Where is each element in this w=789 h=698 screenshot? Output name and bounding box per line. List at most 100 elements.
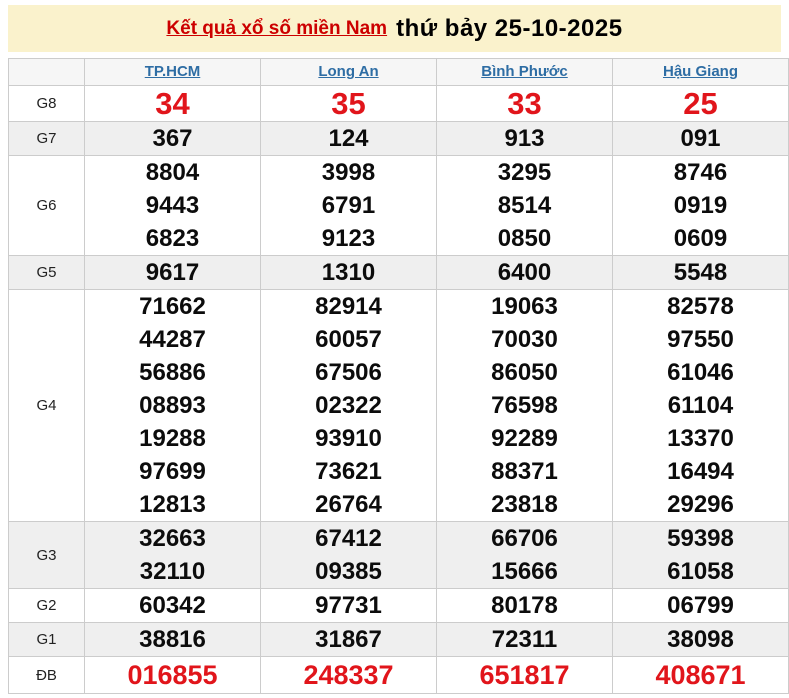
prize-number: 38098: [667, 626, 734, 653]
prize-cell: 06799: [612, 588, 789, 623]
prize-cell: 8804 9443 6823: [84, 155, 261, 256]
prize-row-G6: G6 8804 9443 6823 3998 6791 9123 3295 8514 0850 87…: [8, 155, 789, 256]
prize-number: 34: [155, 86, 190, 121]
prize-cell: 651817: [436, 656, 613, 694]
prize-number: 09385: [315, 558, 382, 585]
prize-cell: 19063 70030 86050 76598 92289 88371 23818: [436, 289, 613, 522]
prize-cell: 408671: [612, 656, 789, 694]
prize-cell: 60342: [84, 588, 261, 623]
prize-number: 60342: [139, 592, 206, 619]
prize-number: 15666: [491, 558, 558, 585]
prize-number: 0919: [673, 192, 728, 219]
prize-cell: 913: [436, 121, 613, 156]
prize-number: 60057: [315, 326, 382, 353]
prize-row-G7: G7 367 124 913 091: [8, 121, 789, 156]
prize-row-G2: G2 60342 97731 80178 06799: [8, 588, 789, 623]
prize-number: 0850: [497, 225, 552, 252]
prize-number: 88371: [491, 458, 558, 485]
prize-number: 61046: [667, 359, 734, 386]
prize-number: 29296: [667, 491, 734, 518]
prize-cell: 3998 6791 9123: [260, 155, 437, 256]
prize-number: 19063: [491, 293, 558, 320]
prize-cell: 33: [436, 85, 613, 122]
prize-number: 9123: [321, 225, 376, 252]
prize-cell: 9617: [84, 255, 261, 290]
prize-number: 02322: [315, 392, 382, 419]
prize-number: 23818: [491, 491, 558, 518]
prize-number: 1310: [321, 259, 376, 286]
prize-number: 9617: [145, 259, 200, 286]
prize-cell: 80178: [436, 588, 613, 623]
prize-number: 8746: [673, 159, 728, 186]
prize-cell: 34: [84, 85, 261, 122]
prize-row-G5: G5 9617 1310 6400 5548: [8, 255, 789, 290]
prize-cell: 71662 44287 56886 08893 19288 97699 12813: [84, 289, 261, 522]
prize-number: 5548: [673, 259, 728, 286]
prize-number: 67412: [315, 525, 382, 552]
prize-number: 9443: [145, 192, 200, 219]
prize-number: 59398: [667, 525, 734, 552]
prize-number: 71662: [139, 293, 206, 320]
prize-cell: 67412 09385: [260, 521, 437, 589]
prize-number: 61104: [667, 392, 734, 419]
prize-label: G5: [8, 255, 85, 290]
prize-number: 26764: [315, 491, 382, 518]
prize-cell: 8746 0919 0609: [612, 155, 789, 256]
prize-row-G1: G1 38816 31867 72311 38098: [8, 622, 789, 657]
prize-label: G4: [8, 289, 85, 522]
province-link[interactable]: Long An: [318, 63, 379, 80]
draw-date-text: thứ bảy 25-10-2025: [396, 14, 623, 42]
prize-cell: 25: [612, 85, 789, 122]
prize-number: 6791: [321, 192, 376, 219]
prize-number: 35: [331, 86, 366, 121]
prize-number: 3998: [321, 159, 376, 186]
prize-label: G3: [8, 521, 85, 589]
prize-cell: 124: [260, 121, 437, 156]
region-title-link[interactable]: Kết quả xổ số miền Nam: [166, 17, 388, 39]
prize-cell: 31867: [260, 622, 437, 657]
prize-cell: 35: [260, 85, 437, 122]
prize-cell: 32663 32110: [84, 521, 261, 589]
prize-cell: 016855: [84, 656, 261, 694]
province-link[interactable]: Bình Phước: [481, 63, 568, 80]
prize-number: 651817: [479, 660, 570, 690]
prize-number: 32110: [139, 558, 206, 585]
prize-number: 56886: [139, 359, 206, 386]
corner-cell: [8, 58, 85, 86]
prize-row-G4: G4 71662 44287 56886 08893 19288 97699 12813 829…: [8, 289, 789, 522]
prize-number: 97550: [667, 326, 734, 353]
province-header-1: Long An: [260, 58, 437, 86]
prize-cell: 6400: [436, 255, 613, 290]
prize-cell: 367: [84, 121, 261, 156]
prize-number: 70030: [491, 326, 558, 353]
prize-cell: 38098: [612, 622, 789, 657]
prize-number: 66706: [491, 525, 558, 552]
prize-number: 97699: [139, 458, 206, 485]
prize-number: 93910: [315, 425, 382, 452]
province-link[interactable]: Hậu Giang: [662, 63, 738, 80]
prize-row-ĐB: ĐB 016855 248337 651817 408671: [8, 656, 789, 694]
prize-number: 80178: [491, 592, 558, 619]
prize-number: 8804: [145, 159, 200, 186]
prize-number: 091: [680, 125, 721, 152]
results-table: TP.HCM Long An Bình Phước Hậu Giang G8 34 35 3…: [8, 58, 789, 694]
prize-number: 61058: [667, 558, 734, 585]
prize-number: 25: [683, 86, 718, 121]
prize-cell: 97731: [260, 588, 437, 623]
prize-number: 0609: [673, 225, 728, 252]
results-table-header: TP.HCM Long An Bình Phước Hậu Giang: [8, 58, 789, 86]
prize-number: 86050: [491, 359, 558, 386]
prize-number: 73621: [315, 458, 382, 485]
province-header-2: Bình Phước: [436, 58, 613, 86]
province-link[interactable]: TP.HCM: [144, 63, 201, 80]
prize-label: G1: [8, 622, 85, 657]
prize-number: 32663: [139, 525, 206, 552]
prize-row-G8: G8 34 35 33 25: [8, 85, 789, 122]
prize-number: 19288: [139, 425, 206, 452]
prize-number: 16494: [667, 458, 734, 485]
prize-number: 92289: [491, 425, 558, 452]
prize-number: 67506: [315, 359, 382, 386]
prize-cell: 82578 97550 61046 61104 13370 16494 29296: [612, 289, 789, 522]
prize-label: ĐB: [8, 656, 85, 694]
prize-label: G7: [8, 121, 85, 156]
